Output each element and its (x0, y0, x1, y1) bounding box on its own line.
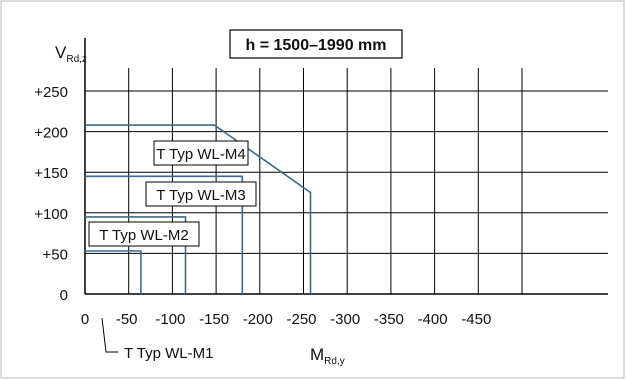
axis-layer: 0 -50 -100 -150 -200 -250 -300 -350 -400 -450 0 +50… (34, 38, 491, 367)
series-line-t-typ-wl-m3 (85, 175, 244, 294)
title-box (229, 29, 403, 59)
y-tick-label: +200 (34, 125, 68, 142)
x-tick-label: -450 (461, 311, 491, 328)
x-tick-label: -400 (418, 311, 448, 328)
series-line-t-typ-wl-m2 (85, 216, 187, 294)
x-tick-label: 0 (81, 311, 89, 328)
y-tick-label: +100 (34, 206, 68, 223)
y-axis-label: VRd,z (55, 43, 87, 65)
x-tick-label: -300 (330, 311, 360, 328)
series-label: T Typ WL-M2 (99, 227, 188, 244)
x-tick-label: -100 (155, 311, 185, 328)
series-label-leader (101, 317, 118, 353)
x-tick-label: -350 (374, 311, 404, 328)
series-label: T Typ WL-M3 (156, 187, 245, 204)
series-label-box (153, 140, 249, 166)
series-label-box (88, 221, 200, 247)
chart-title: h = 1500–1990 mm (246, 37, 387, 54)
x-tick-label: -150 (199, 311, 229, 328)
label-layer: h = 1500–1990 mm T Typ WL-M4 T Typ WL-M3 T … (88, 29, 403, 362)
series-label-box (145, 181, 257, 207)
y-tick-label: +50 (43, 246, 68, 263)
x-axis-label: MRd,y (310, 345, 345, 367)
series-layer (85, 124, 312, 294)
x-tick-label: -250 (286, 311, 316, 328)
series-line-t-typ-wl-m4 (85, 124, 312, 294)
series-label: T Typ WL-M1 (124, 345, 213, 362)
series-label: T Typ WL-M4 (156, 146, 245, 163)
y-tick-label: 0 (60, 287, 68, 304)
y-tick-label: +250 (34, 84, 68, 101)
grid-layer (84, 68, 608, 295)
series-line-t-typ-wl-m1 (85, 250, 142, 294)
x-tick-label: -50 (116, 311, 138, 328)
y-tick-label: +150 (34, 165, 68, 182)
x-tick-label: -200 (243, 311, 273, 328)
